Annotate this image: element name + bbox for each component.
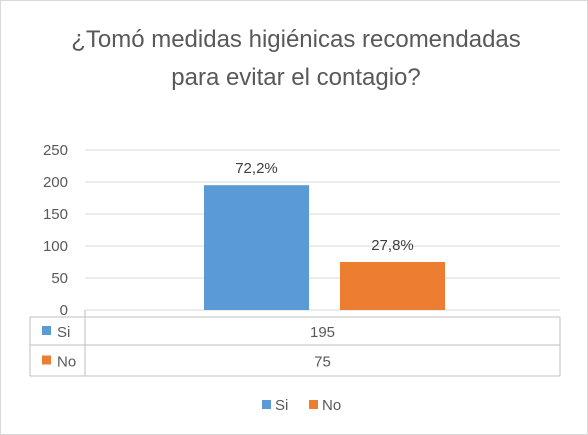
y-tick-label: 200 bbox=[43, 174, 68, 191]
table-row-label: No bbox=[57, 354, 76, 371]
table-key-no bbox=[42, 355, 51, 365]
legend-label: No bbox=[322, 397, 341, 414]
legend-label: Si bbox=[275, 397, 288, 414]
y-tick-label: 0 bbox=[60, 302, 68, 319]
y-tick-label: 250 bbox=[43, 142, 68, 159]
data-label: 72,2% bbox=[235, 160, 278, 177]
legend-key-no bbox=[309, 400, 318, 409]
data-table: Si 195 No 75 bbox=[29, 310, 561, 377]
legend-key-si bbox=[262, 400, 271, 409]
bar-no bbox=[340, 262, 445, 310]
data-labels: 72,2% 27,8% bbox=[235, 160, 414, 254]
data-label: 27,8% bbox=[371, 237, 414, 254]
y-tick-label: 150 bbox=[43, 206, 68, 223]
y-tick-label: 50 bbox=[51, 270, 68, 287]
y-tick-label: 100 bbox=[43, 238, 68, 255]
bars bbox=[204, 185, 445, 310]
table-value: 75 bbox=[314, 354, 331, 371]
table-row-label: Si bbox=[57, 324, 70, 341]
legend: Si No bbox=[262, 397, 341, 414]
bar-si bbox=[204, 185, 309, 310]
y-axis-ticks: 0 50 100 150 200 250 bbox=[43, 142, 68, 319]
table-key-si bbox=[42, 326, 51, 335]
chart-title: ¿Tomó medidas higiénicas recomendadas pa… bbox=[71, 26, 521, 91]
gridlines bbox=[85, 149, 560, 311]
table-value: 195 bbox=[310, 324, 335, 341]
